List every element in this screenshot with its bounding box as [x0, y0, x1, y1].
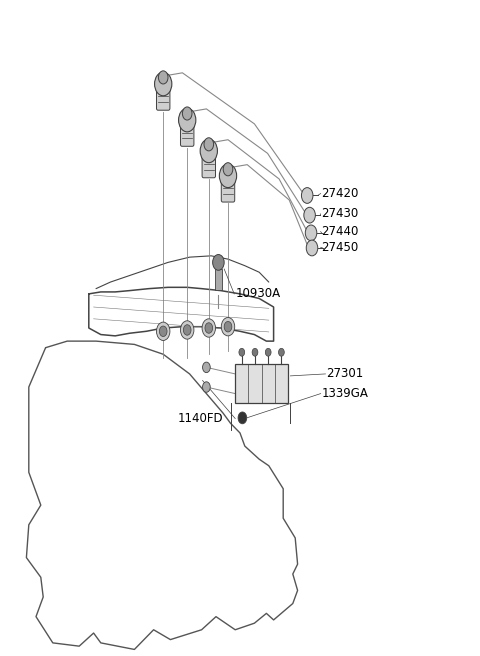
Circle shape	[238, 412, 247, 424]
Circle shape	[203, 362, 210, 373]
Text: 10930A: 10930A	[235, 287, 280, 300]
Circle shape	[278, 348, 284, 356]
Bar	[215, 269, 222, 290]
Circle shape	[265, 348, 271, 356]
Circle shape	[155, 72, 172, 96]
Circle shape	[213, 255, 224, 270]
FancyBboxPatch shape	[156, 85, 170, 110]
Circle shape	[205, 323, 213, 333]
Circle shape	[180, 321, 194, 339]
Circle shape	[219, 164, 237, 188]
Circle shape	[252, 348, 258, 356]
Circle shape	[159, 326, 167, 337]
Circle shape	[183, 325, 191, 335]
Circle shape	[179, 108, 196, 132]
Circle shape	[156, 322, 170, 340]
Circle shape	[301, 188, 313, 203]
Circle shape	[224, 321, 232, 332]
Text: 1140FD: 1140FD	[178, 412, 223, 425]
FancyBboxPatch shape	[221, 176, 235, 202]
Circle shape	[200, 139, 217, 163]
Text: 1339GA: 1339GA	[322, 387, 369, 400]
FancyBboxPatch shape	[202, 152, 216, 178]
FancyBboxPatch shape	[180, 121, 194, 146]
Circle shape	[239, 348, 245, 356]
FancyBboxPatch shape	[235, 364, 288, 403]
Circle shape	[182, 107, 192, 120]
Circle shape	[158, 71, 168, 84]
Text: 27301: 27301	[326, 367, 364, 380]
Text: 27450: 27450	[322, 241, 359, 254]
Circle shape	[204, 138, 214, 151]
Circle shape	[221, 318, 235, 336]
Circle shape	[306, 240, 318, 256]
Text: 27440: 27440	[322, 225, 359, 238]
Circle shape	[203, 382, 210, 392]
Text: 27420: 27420	[322, 187, 359, 200]
Circle shape	[202, 319, 216, 337]
Circle shape	[223, 163, 233, 176]
Circle shape	[304, 207, 315, 223]
Circle shape	[305, 225, 317, 241]
Text: 27430: 27430	[322, 207, 359, 220]
